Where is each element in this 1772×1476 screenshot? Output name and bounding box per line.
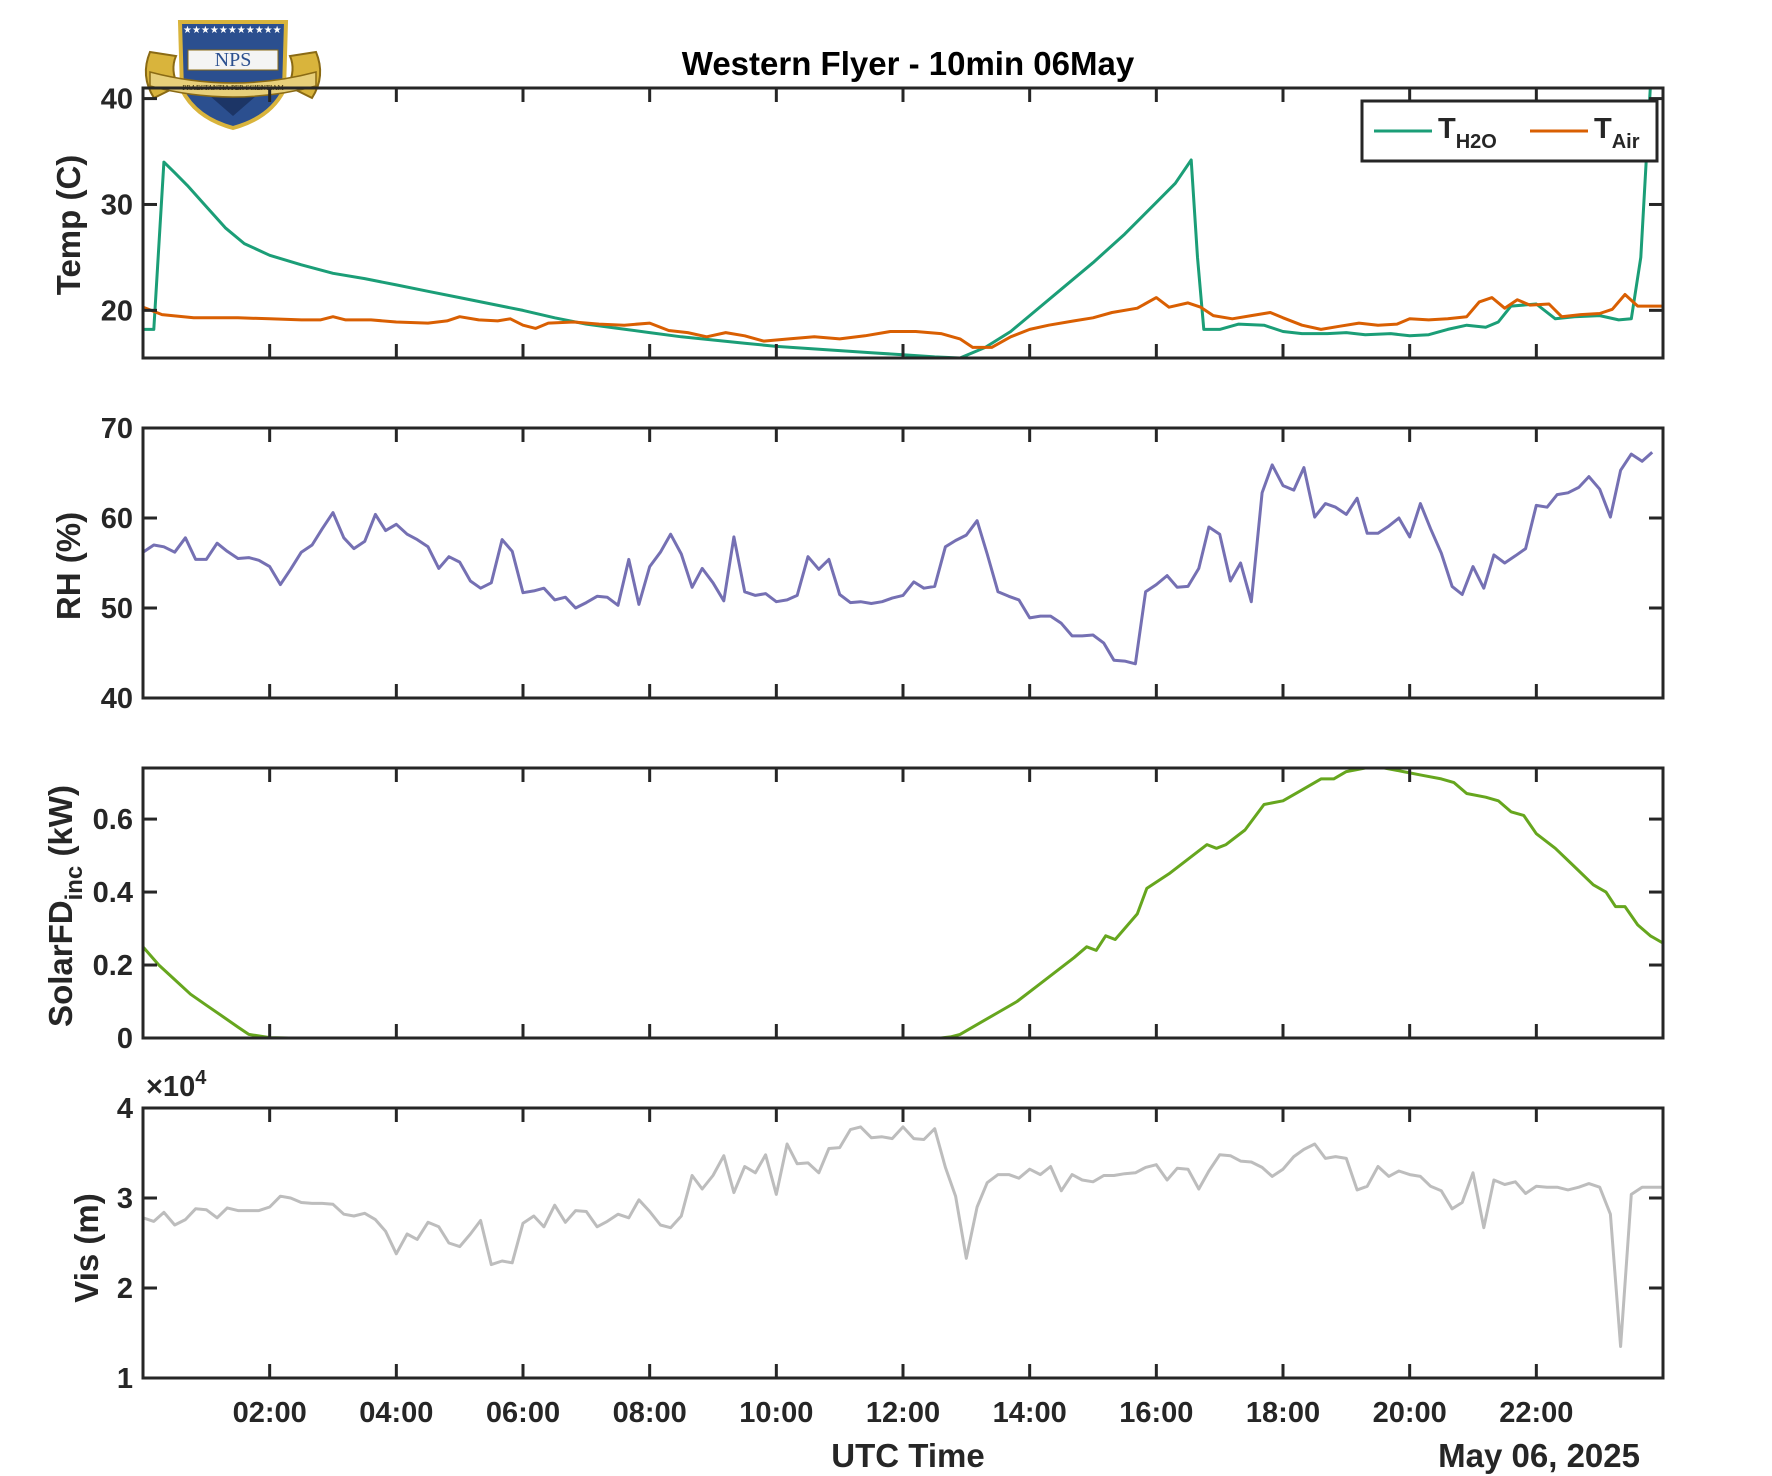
x-tick-label: 10:00 <box>739 1397 813 1429</box>
ylabel-temp: Temp (C) <box>50 155 87 296</box>
y-tick-label: 0 <box>117 1023 133 1055</box>
x-tick-label: 18:00 <box>1246 1397 1320 1429</box>
legend: TH2O TAir <box>1360 99 1659 163</box>
y-tick-label: 40 <box>101 84 133 116</box>
legend-label-t-h2o: TH2O <box>1438 113 1497 153</box>
y-tick-label: 70 <box>101 413 133 445</box>
nps-logo-text: NPS <box>215 49 252 71</box>
y-tick-label: 50 <box>101 593 133 625</box>
series-line-t-air <box>143 293 1663 349</box>
y-tick-label: 0.4 <box>93 877 133 909</box>
y-tick-label: 3 <box>117 1183 133 1215</box>
svg-text:★★★★★★★★★★★: ★★★★★★★★★★★ <box>183 25 282 36</box>
x-tick-label: 04:00 <box>359 1397 433 1429</box>
x-tick-label: 02:00 <box>233 1397 307 1429</box>
nps-logo: ★★★★★★★★★★★ NPS PRAESTANTIA PER SCIENTIA… <box>144 20 322 131</box>
series-line-solarfd-inc <box>143 768 1663 1038</box>
y-tick-label: 2 <box>117 1273 133 1305</box>
x-tick-label: 20:00 <box>1373 1397 1447 1429</box>
x-tick-label: 16:00 <box>1119 1397 1193 1429</box>
x-tick-label: 08:00 <box>613 1397 687 1429</box>
xlabel: UTC Time <box>831 1437 984 1474</box>
series-line-t-h2o <box>143 88 1663 358</box>
panel-vis: 1 2 3 4 <box>117 1093 1665 1395</box>
x-tick-label: 22:00 <box>1499 1397 1573 1429</box>
ylabel-vis: Vis (m) <box>68 1193 105 1302</box>
y-tick-label: 40 <box>101 683 133 715</box>
y-tick-label: 1 <box>117 1363 133 1395</box>
y-tick-label: 0.2 <box>93 950 133 982</box>
series-line-vis <box>143 1125 1663 1348</box>
panel-solar: 0 0.2 0.4 0.6 <box>93 766 1665 1055</box>
series-line-rh <box>143 451 1654 666</box>
y-tick-label: 60 <box>101 503 133 535</box>
ylabel-solar: SolarFDinc (kW) <box>42 785 88 1027</box>
y-tick-label: 0.6 <box>93 804 133 836</box>
chart-title: Western Flyer - 10min 06May <box>682 45 1135 82</box>
x-tick-label: 06:00 <box>486 1397 560 1429</box>
ylabel-rh: RH (%) <box>50 512 87 620</box>
y-tick-label: 4 <box>117 1093 133 1125</box>
x-tick-label: 14:00 <box>993 1397 1067 1429</box>
vis-exponent: ×104 <box>146 1067 207 1103</box>
chart-panels: 20 30 40 40 50 60 70 0 0.2 0.4 0.6 1 2 3 4 02:00 04:00 06… <box>93 84 1665 1429</box>
legend-label-t-air: TAir <box>1594 113 1640 153</box>
panel-rh: 40 50 60 70 <box>101 413 1665 715</box>
y-tick-label: 30 <box>101 189 133 221</box>
panel-temp: 20 30 40 <box>101 84 1665 360</box>
y-tick-label: 20 <box>101 295 133 327</box>
date-label: May 06, 2025 <box>1438 1437 1640 1474</box>
x-tick-label: 12:00 <box>866 1397 940 1429</box>
